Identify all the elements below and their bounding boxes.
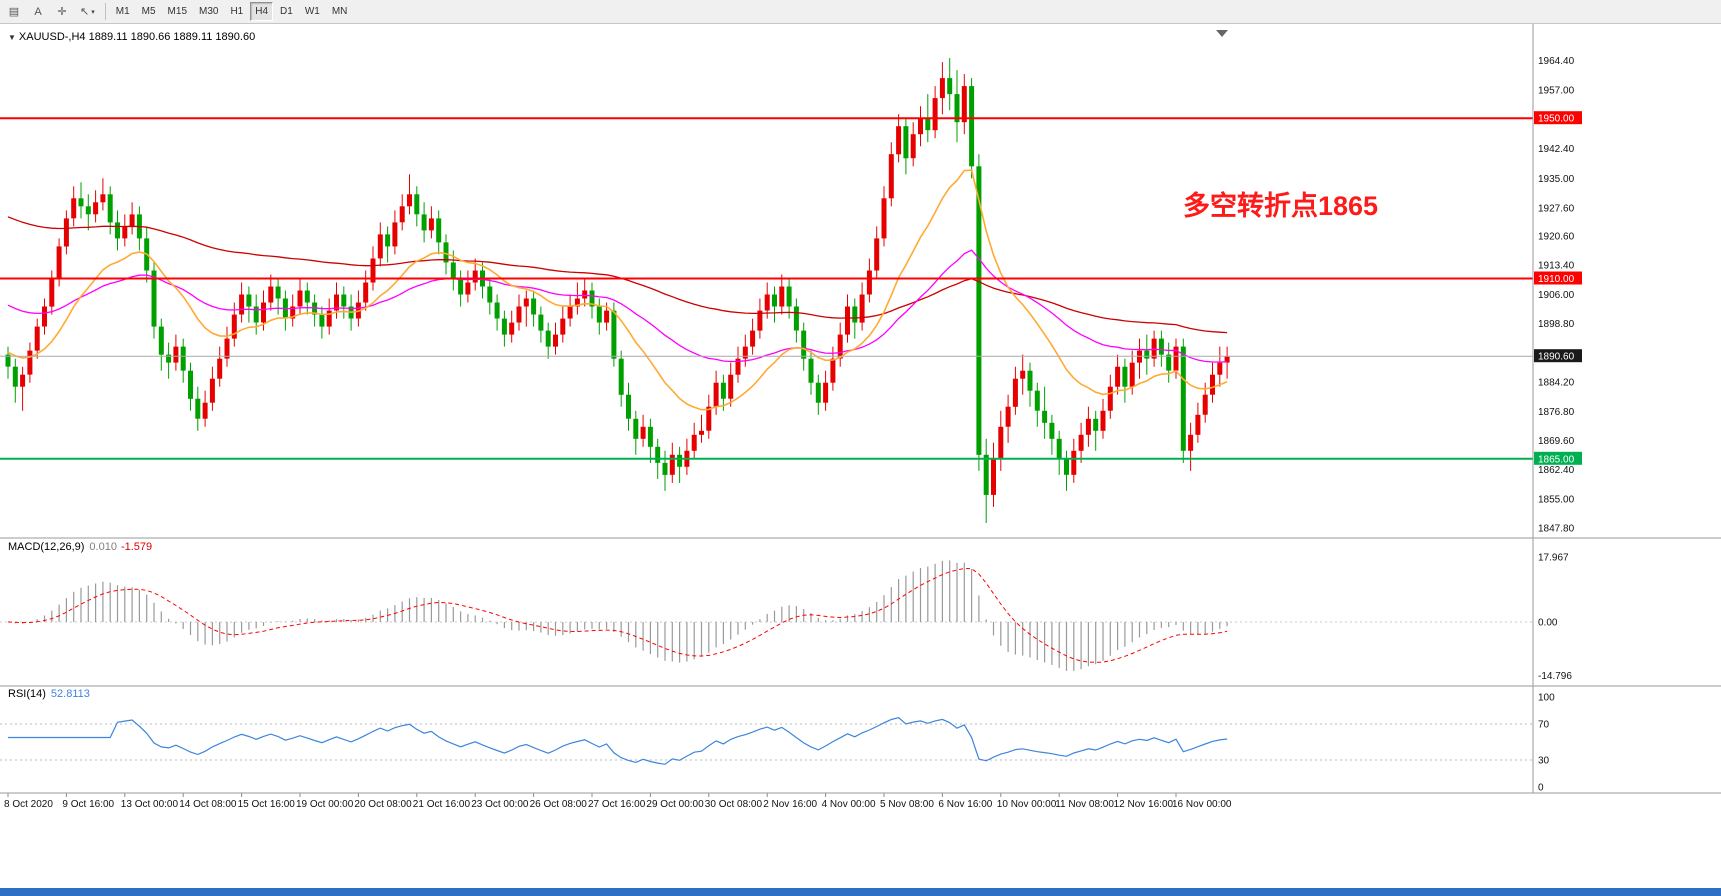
time-axis-labels: 8 Oct 2020 9 Oct 16:00 13 Oct 00:0014 Oct … bbox=[4, 793, 1232, 810]
timeframe-button-D1[interactable]: D1 bbox=[275, 2, 298, 21]
cursor-tool-icon[interactable]: ↖ ▾ bbox=[75, 2, 100, 21]
ma-fast-orange bbox=[7, 169, 1228, 411]
svg-text:16 Nov 00:00: 16 Nov 00:00 bbox=[1172, 799, 1232, 810]
timeframe-button-M30[interactable]: M30 bbox=[194, 2, 223, 21]
svg-text:100: 100 bbox=[1538, 693, 1555, 704]
svg-text:1855.00: 1855.00 bbox=[1538, 494, 1575, 505]
time-axis[interactable] bbox=[0, 794, 1533, 812]
svg-text:1847.80: 1847.80 bbox=[1538, 523, 1575, 534]
svg-text:1935.00: 1935.00 bbox=[1538, 174, 1575, 185]
svg-text:1957.00: 1957.00 bbox=[1538, 86, 1575, 97]
svg-text:1913.40: 1913.40 bbox=[1538, 260, 1575, 271]
chart-symbol-label: XAUUSD-,H4 bbox=[18, 31, 86, 43]
svg-text:1862.40: 1862.40 bbox=[1538, 465, 1575, 476]
macd-indicator-header: MACD(12,26,9) 0.010 -1.579 bbox=[8, 541, 152, 553]
macd-signal-value: -1.579 bbox=[120, 541, 153, 553]
rsi-indicator-header: RSI(14) 52.8113 bbox=[8, 688, 90, 700]
svg-text:4 Nov 00:00: 4 Nov 00:00 bbox=[822, 799, 876, 810]
price-axis[interactable] bbox=[1534, 24, 1721, 793]
svg-text:8 Oct 2020: 8 Oct 2020 bbox=[4, 799, 53, 810]
horizontal-lines bbox=[0, 117, 1533, 460]
price-axis-labels: 1964.401957.001949.601942.401935.001927.… bbox=[1534, 56, 1582, 794]
svg-text:26 Oct 08:00: 26 Oct 08:00 bbox=[530, 799, 588, 810]
chart-header: ▼ XAUUSD-,H4 1889.11 1890.66 1889.11 1890… bbox=[8, 31, 255, 43]
svg-text:12 Nov 16:00: 12 Nov 16:00 bbox=[1114, 799, 1174, 810]
toolbar: ▤ A ✛ ↖ ▾ M1 M5 M15 M30 H1 H4 D1 W1 MN bbox=[0, 0, 1721, 24]
svg-text:17.967: 17.967 bbox=[1538, 553, 1569, 564]
chart-ohlc-values: 1889.11 1890.66 1889.11 1890.60 bbox=[88, 31, 256, 43]
macd-signal-line bbox=[7, 567, 1228, 663]
svg-text:30 Oct 08:00: 30 Oct 08:00 bbox=[705, 799, 763, 810]
rsi-line bbox=[8, 717, 1228, 765]
moving-averages bbox=[7, 169, 1228, 411]
toolbar-icon-group: ▤ A ✛ ↖ ▾ bbox=[3, 2, 100, 21]
svg-text:6 Nov 16:00: 6 Nov 16:00 bbox=[938, 799, 992, 810]
text-label-icon[interactable]: A bbox=[27, 2, 49, 21]
timeframe-button-H1[interactable]: H1 bbox=[225, 2, 248, 21]
svg-text:21 Oct 16:00: 21 Oct 16:00 bbox=[413, 799, 471, 810]
timeframe-button-MN[interactable]: MN bbox=[327, 2, 353, 21]
svg-text:1884.20: 1884.20 bbox=[1538, 377, 1575, 388]
price-chart-canvas[interactable]: 1964.401957.001949.601942.401935.001927.… bbox=[0, 24, 1721, 812]
svg-text:10 Nov 00:00: 10 Nov 00:00 bbox=[997, 799, 1057, 810]
svg-text:1890.60: 1890.60 bbox=[1538, 352, 1575, 363]
macd-main-value: 0.010 bbox=[89, 541, 117, 553]
svg-text:30: 30 bbox=[1538, 756, 1550, 767]
svg-text:1906.00: 1906.00 bbox=[1538, 290, 1575, 301]
svg-text:11 Nov 08:00: 11 Nov 08:00 bbox=[1055, 799, 1114, 810]
svg-text:15 Oct 16:00: 15 Oct 16:00 bbox=[238, 799, 296, 810]
svg-text:-14.796: -14.796 bbox=[1538, 671, 1572, 682]
toolbar-separator bbox=[104, 3, 106, 20]
chart-shift-marker-icon[interactable] bbox=[1216, 30, 1228, 37]
rsi-panel bbox=[0, 717, 1533, 765]
svg-text:2 Nov 16:00: 2 Nov 16:00 bbox=[763, 799, 817, 810]
svg-text:1942.40: 1942.40 bbox=[1538, 144, 1575, 155]
svg-text:5 Nov 08:00: 5 Nov 08:00 bbox=[880, 799, 934, 810]
svg-text:1876.80: 1876.80 bbox=[1538, 407, 1575, 418]
timeframe-button-group: M1 M5 M15 M30 H1 H4 D1 W1 MN bbox=[111, 2, 353, 21]
svg-text:27 Oct 16:00: 27 Oct 16:00 bbox=[588, 799, 646, 810]
candles bbox=[5, 58, 1230, 523]
chart-annotation: 多空转折点1865 bbox=[1183, 191, 1379, 221]
svg-text:1865.00: 1865.00 bbox=[1538, 454, 1575, 465]
timeframe-button-M5[interactable]: M5 bbox=[137, 2, 161, 21]
svg-text:0.00: 0.00 bbox=[1538, 618, 1558, 629]
macd-panel bbox=[0, 560, 1533, 671]
ma-mid-magenta bbox=[7, 249, 1228, 363]
timeframe-button-M1[interactable]: M1 bbox=[111, 2, 135, 21]
timeframe-button-H4[interactable]: H4 bbox=[250, 2, 274, 21]
svg-text:1920.60: 1920.60 bbox=[1538, 232, 1575, 243]
svg-text:1927.60: 1927.60 bbox=[1538, 204, 1575, 215]
svg-text:9 Oct 16:00: 9 Oct 16:00 bbox=[62, 799, 114, 810]
macd-title: MACD(12,26,9) bbox=[8, 541, 85, 553]
svg-text:1910.00: 1910.00 bbox=[1538, 274, 1575, 285]
svg-text:1898.80: 1898.80 bbox=[1538, 319, 1575, 330]
svg-text:70: 70 bbox=[1538, 720, 1550, 731]
svg-text:0: 0 bbox=[1538, 783, 1544, 794]
svg-text:1964.40: 1964.40 bbox=[1538, 56, 1575, 67]
crosshair-icon[interactable]: ✛ bbox=[51, 2, 73, 21]
svg-text:19 Oct 00:00: 19 Oct 00:00 bbox=[296, 799, 354, 810]
taskbar-strip[interactable] bbox=[0, 888, 1721, 896]
timeframe-button-M15[interactable]: M15 bbox=[163, 2, 192, 21]
chart-menu-icon[interactable]: ▼ bbox=[8, 33, 16, 42]
svg-text:14 Oct 08:00: 14 Oct 08:00 bbox=[179, 799, 237, 810]
svg-text:13 Oct 00:00: 13 Oct 00:00 bbox=[121, 799, 179, 810]
rsi-title: RSI(14) bbox=[8, 688, 46, 700]
svg-text:20 Oct 08:00: 20 Oct 08:00 bbox=[354, 799, 412, 810]
svg-text:1869.60: 1869.60 bbox=[1538, 436, 1575, 447]
dropdown-caret-icon: ▾ bbox=[91, 8, 95, 16]
chart-grid-icon[interactable]: ▤ bbox=[3, 2, 25, 21]
timeframe-button-W1[interactable]: W1 bbox=[300, 2, 325, 21]
svg-text:29 Oct 00:00: 29 Oct 00:00 bbox=[646, 799, 704, 810]
svg-text:23 Oct 00:00: 23 Oct 00:00 bbox=[471, 799, 529, 810]
rsi-value: 52.8113 bbox=[50, 688, 90, 700]
svg-text:1950.00: 1950.00 bbox=[1538, 114, 1575, 125]
